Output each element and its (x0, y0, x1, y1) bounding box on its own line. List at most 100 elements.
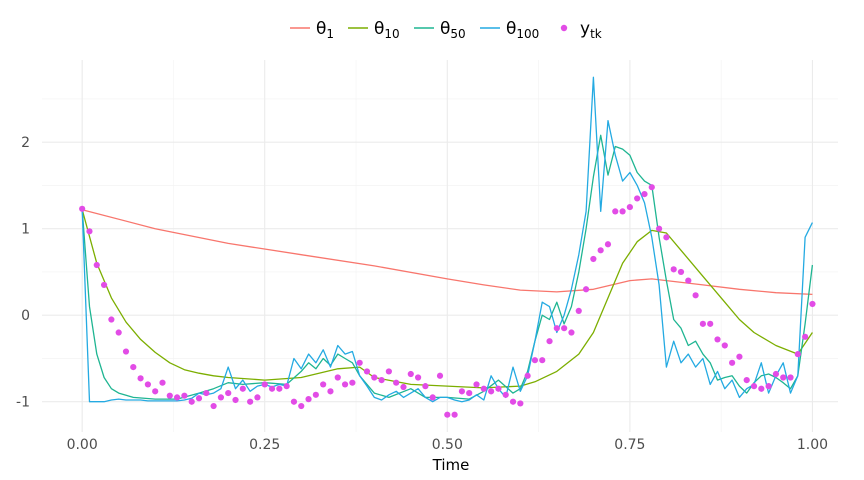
x-axis-title: Time (432, 456, 470, 474)
legend-label: ytk (580, 19, 602, 41)
data-point (758, 385, 765, 392)
x-tick-label: 1.00 (797, 437, 828, 453)
data-point (517, 400, 524, 407)
data-point (582, 286, 590, 293)
data-point (729, 359, 736, 366)
data-point (232, 396, 239, 404)
legend-label: θ100 (506, 19, 539, 41)
data-point (371, 374, 378, 381)
data-point (79, 205, 86, 212)
data-point (787, 374, 794, 381)
data-point (663, 234, 670, 241)
data-point (356, 359, 363, 366)
data-point (144, 381, 151, 388)
legend-item: ytk (560, 19, 602, 41)
data-point (714, 336, 721, 343)
data-point (685, 277, 692, 284)
data-point (743, 376, 750, 384)
data-point (276, 385, 283, 392)
data-point (699, 320, 706, 327)
data-point (736, 353, 743, 360)
data-point (239, 385, 246, 392)
data-point (750, 383, 758, 390)
data-point (648, 184, 655, 191)
data-point (677, 268, 685, 276)
data-point (261, 381, 268, 388)
data-point (363, 368, 371, 375)
data-point (721, 342, 728, 349)
data-point (312, 391, 319, 398)
data-point (217, 394, 225, 401)
data-point (115, 329, 122, 336)
data-point (407, 370, 414, 378)
data-point (203, 389, 210, 397)
data-point (254, 394, 261, 401)
data-point (166, 392, 173, 399)
data-point (561, 325, 568, 332)
data-point (473, 381, 480, 388)
data-point (670, 266, 677, 273)
data-point (794, 351, 801, 358)
x-tick-label: 0.75 (614, 437, 645, 453)
data-point (298, 402, 305, 410)
data-point (195, 395, 203, 402)
data-point (159, 379, 166, 386)
legend-label: θ10 (374, 19, 400, 41)
data-point (122, 348, 130, 355)
data-point (414, 374, 422, 381)
legend-label: θ1 (316, 19, 334, 41)
legend-item: θ10 (348, 19, 400, 41)
data-point (626, 203, 633, 211)
data-point (385, 368, 392, 375)
data-point (247, 398, 254, 405)
data-point (188, 398, 195, 405)
data-point (378, 376, 385, 384)
y-tick-label: 1 (21, 222, 30, 238)
y-tick-label: 2 (21, 135, 30, 151)
data-point (590, 255, 597, 263)
data-point (393, 379, 400, 386)
data-point (634, 195, 641, 202)
legend-key (560, 24, 568, 32)
data-point (488, 388, 495, 395)
grid (42, 60, 838, 432)
data-point (765, 383, 772, 390)
data-point (181, 392, 188, 399)
data-point (539, 357, 546, 364)
data-point (93, 261, 100, 269)
data-point (100, 281, 108, 289)
data-point (290, 398, 298, 405)
data-point (86, 228, 93, 235)
data-point (495, 385, 502, 392)
tick-labels: 0.00 0.25 0.50 0.75 1.00 -1 0 1 2 (16, 135, 828, 453)
data-point (619, 208, 626, 215)
legend-item: θ100 (480, 19, 539, 41)
data-point (802, 333, 809, 340)
data-point (612, 208, 619, 215)
data-point (436, 372, 444, 379)
y-tick-label: -1 (16, 395, 30, 411)
data-point (509, 398, 517, 405)
data-point (130, 364, 137, 371)
data-point (772, 370, 780, 378)
data-point (458, 388, 466, 395)
legend-item: θ50 (414, 19, 466, 41)
data-point (780, 374, 787, 381)
data-point (604, 241, 612, 248)
data-point (531, 357, 539, 364)
data-point (553, 325, 560, 332)
series-line-2 (81, 134, 814, 400)
data-point (320, 381, 327, 388)
x-tick-label: 0.25 (249, 437, 280, 453)
data-point (692, 292, 699, 299)
data-point (429, 394, 436, 401)
data-point (327, 388, 334, 395)
data-point (349, 379, 356, 386)
data-point (524, 372, 531, 379)
data-point (480, 385, 487, 392)
data-point (283, 383, 290, 390)
legend: θ1 θ10 θ50 θ100 ytk (290, 19, 602, 41)
data-point (451, 411, 458, 418)
data-point (502, 391, 509, 398)
